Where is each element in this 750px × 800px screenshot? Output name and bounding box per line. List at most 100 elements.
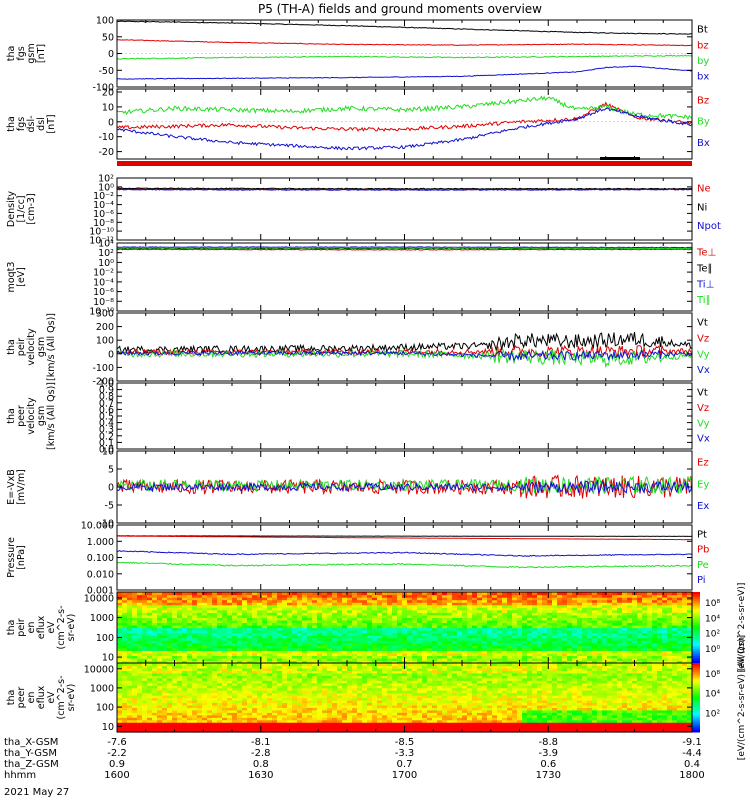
spectrogram-cell	[487, 650, 493, 654]
spectrogram-cell	[392, 657, 398, 662]
spectrogram-cell	[167, 635, 173, 639]
spectrogram-cell	[442, 614, 448, 618]
spectrogram-cell	[637, 640, 643, 644]
spectrogram-cell	[242, 645, 248, 649]
spectrogram-cell	[342, 622, 348, 626]
spectrogram-cell	[197, 712, 203, 716]
spectrogram-cell	[482, 617, 488, 621]
spectrogram-cell	[287, 675, 293, 679]
spectrogram-cell	[432, 612, 438, 616]
spectrogram-cell	[667, 614, 673, 618]
spectrogram-cell	[242, 670, 248, 674]
spectrogram-cell	[427, 617, 433, 621]
spectrogram-cell	[117, 599, 123, 603]
spectrogram-cell	[427, 604, 433, 608]
spectrogram-cell	[637, 599, 643, 603]
spectrogram-cell	[312, 655, 318, 659]
spectrogram-cell	[142, 714, 148, 718]
spectrogram-cell	[177, 724, 183, 728]
spectrogram-cell	[132, 727, 138, 731]
spectrogram-cell	[232, 657, 238, 662]
spectrogram-cell	[422, 637, 428, 641]
series-line-Ey	[117, 475, 692, 495]
spectrogram-cell	[332, 642, 338, 646]
spectrogram-cell	[117, 677, 123, 681]
spectrogram-cell	[117, 645, 123, 649]
spectrogram-cell	[477, 630, 483, 634]
spectrogram-cell	[147, 635, 153, 639]
spectrogram-cell	[122, 632, 128, 636]
spectrogram-cell	[392, 640, 398, 644]
spectrogram-cell	[472, 655, 478, 659]
spectrogram-cell	[297, 709, 303, 713]
spectrogram-cell	[287, 624, 293, 629]
spectrogram-cell	[557, 627, 563, 631]
spectrogram-cell	[142, 707, 148, 711]
spectrogram-cell	[187, 695, 193, 699]
spectrogram-cell	[147, 729, 153, 733]
spectrogram-cell	[122, 609, 128, 613]
spectrogram-cell	[152, 642, 158, 646]
spectrogram-cell	[267, 604, 273, 608]
spectrogram-cell	[467, 597, 473, 601]
spectrogram-cell	[512, 655, 518, 659]
spectrogram-cell	[237, 692, 243, 696]
spectrogram-cell	[227, 672, 233, 676]
spectrogram-cell	[157, 665, 163, 669]
spectrogram-cell	[682, 647, 688, 651]
spectrogram-cell	[477, 647, 483, 651]
spectrogram-cell	[277, 619, 283, 624]
spectrogram-cell	[262, 627, 268, 631]
spectrogram-cell	[652, 609, 658, 613]
series-line-bz	[117, 39, 692, 47]
spectrogram-cell	[297, 719, 303, 723]
spectrogram-cell	[567, 637, 573, 641]
spectrogram-cell	[277, 724, 283, 728]
spectrogram-cell	[147, 627, 153, 631]
spectrogram-cell	[447, 594, 453, 598]
spectrogram-cell	[397, 599, 403, 603]
spectrogram-cell	[187, 719, 193, 723]
colorbar-segment	[692, 603, 700, 607]
spectrogram-cell	[192, 637, 198, 641]
spectrogram-cell	[537, 617, 543, 621]
spectrogram-cell	[162, 707, 168, 711]
spectrogram-cell	[327, 630, 333, 634]
spectrogram-cell	[602, 650, 608, 654]
spectrogram-cell	[687, 599, 693, 603]
spectrogram-cell	[282, 612, 288, 616]
spectrogram-cell	[257, 702, 263, 706]
spectrogram-cell	[272, 592, 278, 596]
spectrogram-cell	[332, 602, 338, 606]
spectrogram-cell	[202, 619, 208, 624]
spectrogram-cell	[592, 642, 598, 646]
spectrogram-cell	[432, 642, 438, 646]
spectrogram-cell	[687, 609, 693, 613]
spectrogram-cell	[292, 630, 298, 634]
spectrogram-cell	[197, 687, 203, 691]
spectrogram-cell	[247, 627, 253, 631]
spectrogram-cell	[407, 599, 413, 603]
spectrogram-cell	[487, 652, 493, 656]
spectrogram-cell	[257, 707, 263, 711]
spectrogram-cell	[237, 707, 243, 711]
spectrogram-cell	[177, 704, 183, 708]
spectrogram-cell	[202, 665, 208, 669]
spectrogram-cell	[452, 650, 458, 654]
spectrogram-cell	[392, 592, 398, 596]
spectrogram-cell	[482, 599, 488, 603]
spectrogram-cell	[657, 655, 663, 659]
spectrogram-cell	[457, 630, 463, 634]
spectrogram-cell	[272, 714, 278, 718]
spectrogram-cell	[547, 597, 553, 601]
spectrogram-cell	[282, 692, 288, 696]
spectrogram-cell	[447, 640, 453, 644]
spectrogram-cell	[672, 592, 678, 596]
spectrogram-cell	[497, 599, 503, 603]
spectrogram-cell	[537, 655, 543, 659]
spectrogram-cell	[442, 637, 448, 641]
spectrogram-cell	[667, 594, 673, 598]
spectrogram-cell	[317, 612, 323, 616]
spectrogram-cell	[217, 714, 223, 718]
